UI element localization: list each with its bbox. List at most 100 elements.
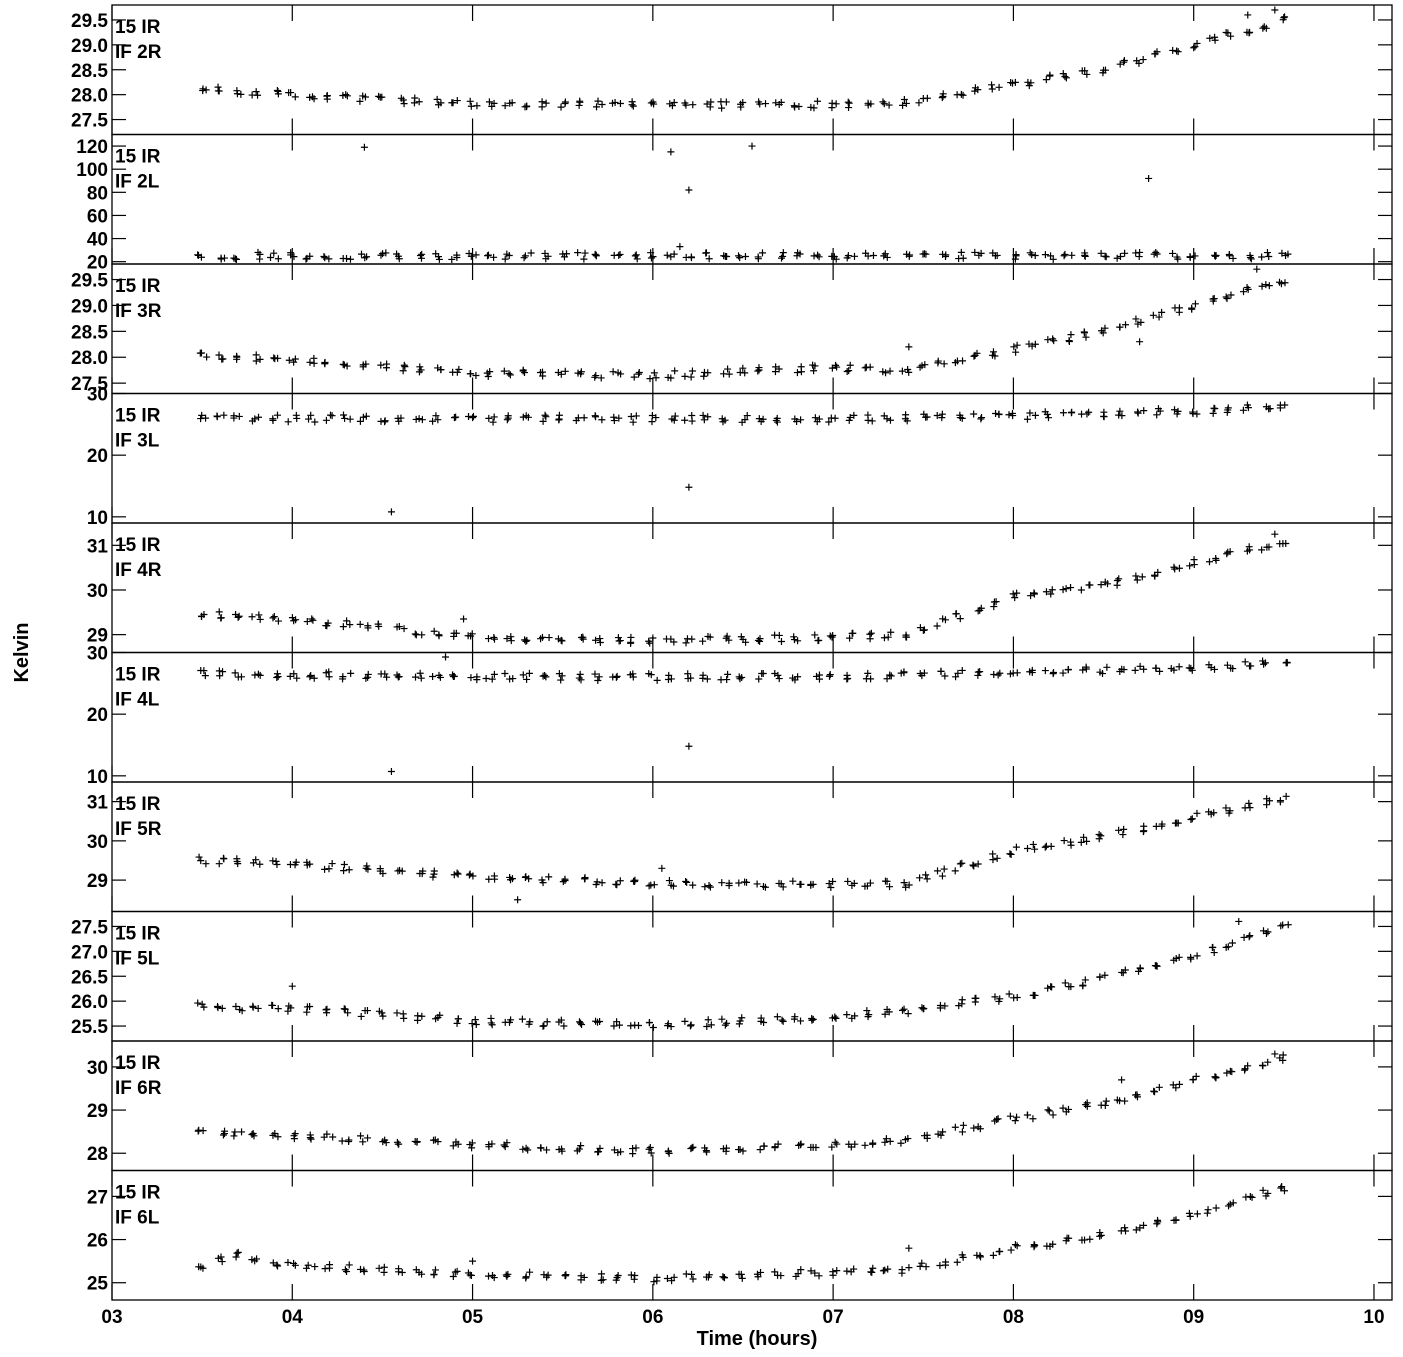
panel-8-point: [627, 1022, 635, 1030]
panel-2-point: [1121, 249, 1129, 257]
panel-1-point: [795, 102, 803, 110]
panel-10-point: [395, 1265, 403, 1273]
panel-10-ytick-label: 26: [87, 1231, 108, 1252]
panel-8-label-line2: IF 5L: [115, 949, 160, 970]
panel-10-point: [356, 1265, 364, 1273]
panel-7-point: [940, 865, 948, 873]
panel-9-point: [271, 1130, 279, 1138]
panel-7-point: [450, 871, 458, 879]
panel-5-point: [682, 639, 690, 647]
panel-10-point: [1013, 1242, 1021, 1250]
panel-6-point: [1283, 659, 1291, 667]
panel-6-point: [1064, 666, 1072, 674]
panel-8-point: [649, 1023, 657, 1031]
panel-9-point: [881, 1138, 889, 1146]
panel-5-point: [1263, 543, 1271, 551]
panel-8-point: [615, 1021, 623, 1029]
panel-6-point: [815, 671, 823, 679]
panel-3-point: [646, 375, 654, 383]
panel-4-point: [395, 417, 403, 425]
panel-9-point: [959, 1121, 967, 1129]
panel-5-point: [450, 632, 458, 640]
panel-5-point: [615, 637, 623, 645]
panel-6-point: [416, 669, 424, 677]
panel-10-point: [953, 1258, 961, 1266]
panel-2-point: [325, 255, 333, 263]
panel-7-point: [1024, 845, 1032, 853]
panel-4-point: [1043, 410, 1051, 418]
panel-2-point: [1136, 248, 1144, 256]
panel-10-point: [1185, 1209, 1193, 1217]
panel-10-point: [345, 1261, 353, 1269]
panel-1-label-line1: 15 IR: [115, 17, 161, 38]
panel-10-point: [1086, 1235, 1094, 1243]
panel-10-point: [453, 1267, 461, 1275]
panel-10-point: [1186, 1212, 1194, 1220]
panel-3-point: [724, 365, 732, 373]
panel-2-point: [1047, 252, 1055, 260]
panel-3-point: [400, 361, 408, 369]
panel-4-ytick-label: 20: [87, 446, 108, 467]
panel-8-point: [213, 1002, 221, 1010]
panel-8-point: [560, 1022, 568, 1030]
panel-2-point: [1263, 249, 1271, 257]
panel-2-ytick-label: 40: [87, 230, 108, 251]
panel-3-point: [484, 373, 492, 381]
panel-5-point: [754, 636, 762, 644]
panel-7-frame: [111, 781, 1393, 913]
panel-2-point: [592, 252, 600, 260]
panel-2-point: [758, 249, 766, 257]
panel-4-point: [970, 410, 978, 418]
panel-7-point: [844, 877, 852, 885]
panel-6-point: [215, 667, 223, 675]
panel-5-point: [1186, 562, 1194, 570]
panel-10-point: [274, 1262, 282, 1270]
panel-2-point: [574, 249, 582, 257]
panel-10-point: [1280, 1187, 1288, 1195]
panel-1-point: [867, 100, 875, 108]
panel-7-point: [683, 878, 691, 886]
panel-10-point: [884, 1265, 892, 1273]
panel-5-point: [400, 625, 408, 633]
panel-7-point: [1006, 850, 1014, 858]
panel-6-point: [339, 675, 347, 683]
panel-5-point: [217, 614, 225, 622]
panel-7-point: [340, 867, 348, 875]
panel-1-point: [397, 94, 405, 102]
panel-2-frame: [111, 133, 1393, 265]
panel-7-point: [809, 880, 817, 888]
panel-6-point: [723, 676, 731, 684]
panel-2-point: [1265, 253, 1273, 261]
panel-8-ytick-label: 27.0: [71, 942, 108, 963]
panel-10-point: [905, 1264, 913, 1272]
panel-1-point: [899, 101, 907, 109]
panel-1-point: [1007, 79, 1015, 87]
panel-2-point: [881, 250, 889, 258]
panel-2-point: [779, 249, 787, 257]
panel-3-point: [664, 373, 672, 381]
panel-9-point: [774, 1140, 782, 1148]
panel-7-point: [215, 860, 223, 868]
panel-7-point: [900, 879, 908, 887]
panel-10-point: [273, 1261, 281, 1269]
panel-8-point: [1010, 994, 1018, 1002]
panel-4-point: [825, 418, 833, 426]
panel-2-ytick-label: 20: [87, 253, 108, 274]
panel-9-point: [1062, 1108, 1070, 1116]
panel-10-point: [794, 1270, 802, 1278]
panel-8-ytick-label: 26.5: [71, 967, 108, 988]
panel-7-point: [956, 860, 964, 868]
panel-8-point: [543, 1018, 551, 1026]
panel-6-point: [412, 673, 420, 681]
panel-3-point: [832, 361, 840, 369]
panel-7-point: [521, 873, 529, 881]
panel-8-point: [194, 999, 202, 1007]
panel-8-point: [596, 1018, 604, 1026]
panel-2-point: [971, 248, 979, 256]
panel-8-point: [303, 1003, 311, 1011]
panel-8-point: [991, 993, 999, 1001]
panel-4-point: [1171, 406, 1179, 414]
panel-7-point: [525, 875, 533, 883]
panel-6-point: [1009, 669, 1017, 677]
panel-9-point: [431, 1136, 439, 1144]
